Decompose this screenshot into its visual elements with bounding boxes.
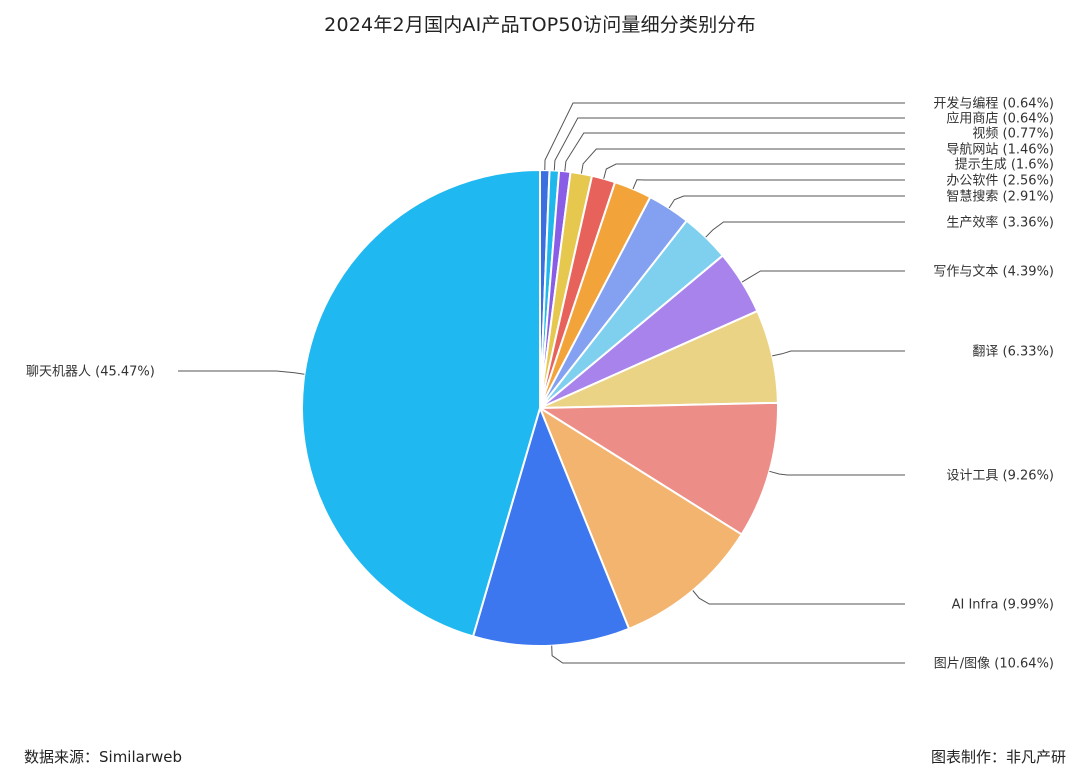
pie-slice [537, 405, 744, 631]
slice-label: 应用商店 (0.64%) [946, 111, 1054, 127]
leader-line [769, 470, 905, 476]
chart-title: 2024年2月国内AI产品TOP50访问量细分类别分布 [324, 14, 756, 36]
leader-line [580, 148, 905, 174]
slice-label: 聊天机器人 (45.47%) [26, 365, 155, 380]
slice-label: 写作与文本 (4.39%) [933, 265, 1054, 280]
slice-label: 图片/图像 (10.64%) [934, 657, 1054, 672]
leader-line [772, 350, 905, 357]
slice-label: 提示生成 (1.6%) [955, 157, 1054, 173]
slice-label: 导航网站 (1.46%) [946, 142, 1054, 158]
slice-label: 翻译 (6.33%) [972, 345, 1054, 360]
chart-credit: 图表制作：非凡产研 [930, 748, 1066, 766]
leader-line [544, 102, 905, 171]
slice-labels: 开发与编程 (0.64%)应用商店 (0.64%)视频 (0.77%)导航网站 … [26, 96, 1054, 672]
leader-line [632, 179, 905, 190]
slice-label: 智慧搜索 (2.91%) [946, 189, 1054, 205]
data-source: 数据来源：Similarweb [24, 748, 183, 766]
pie-slice [536, 401, 779, 536]
slice-label: 设计工具 (9.26%) [946, 469, 1054, 484]
pie-slice [300, 168, 541, 638]
leader-line [178, 370, 305, 375]
slice-label: 开发与编程 (0.64%) [933, 96, 1054, 112]
leader-line [741, 270, 905, 283]
leader-line [668, 195, 905, 209]
leader-line [551, 645, 905, 664]
slice-label: 视频 (0.77%) [972, 127, 1054, 142]
leader-lines [178, 102, 905, 664]
pie-slices [300, 168, 779, 647]
leader-line [553, 117, 905, 171]
leader-line [692, 590, 905, 605]
slice-label: AI Infra (9.99%) [952, 598, 1054, 613]
slice-label: 生产效率 (3.36%) [946, 215, 1054, 231]
leader-line [705, 221, 905, 238]
pie-slice [471, 404, 631, 647]
leader-line [603, 163, 905, 179]
slice-label: 办公软件 (2.56%) [946, 174, 1054, 189]
leader-line [564, 132, 905, 172]
